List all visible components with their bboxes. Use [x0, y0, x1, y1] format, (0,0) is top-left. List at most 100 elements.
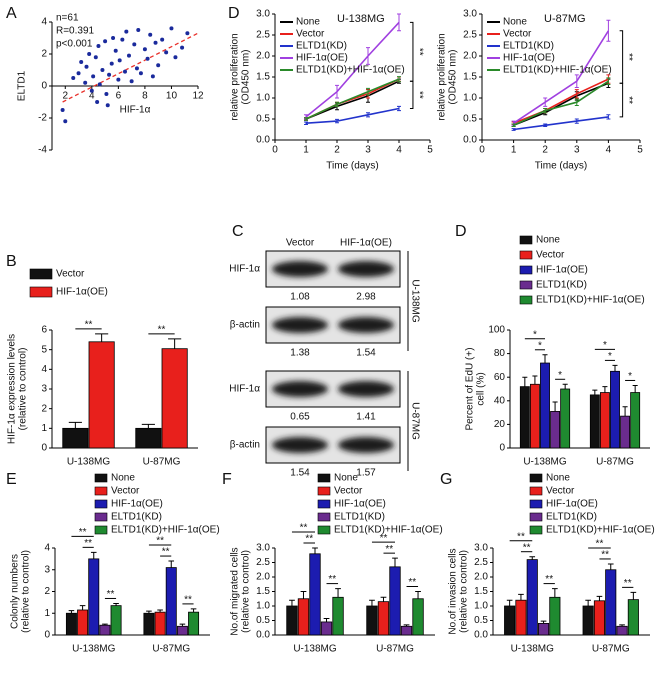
error-bar [366, 112, 370, 118]
bar [143, 612, 155, 636]
error-bar [300, 591, 307, 599]
point [97, 82, 102, 87]
legend-swatch [317, 499, 331, 509]
y-tick-label: 1.0 [256, 93, 270, 104]
error-bar [562, 383, 568, 389]
y-tick-label: 2.0 [256, 51, 270, 62]
blot-band [338, 381, 394, 397]
x-tick-label: U-87MG [592, 644, 630, 655]
error-bar [506, 599, 513, 606]
significance-label: ** [158, 324, 166, 335]
band-value: 1.57 [356, 468, 376, 479]
bar [560, 388, 571, 449]
error-bar [602, 386, 608, 393]
bar [550, 411, 561, 449]
bar [62, 427, 89, 449]
panel-letter: D [455, 223, 467, 240]
error-bar [397, 105, 401, 112]
bar [188, 611, 200, 636]
row-label: HIF-1α [229, 384, 260, 395]
y-tick-label: 2.5 [474, 557, 488, 568]
panel-letter: B [6, 253, 17, 270]
y-tick-label: 2.0 [474, 572, 488, 583]
legend-swatch [519, 265, 533, 275]
y-tick-label: 0.5 [256, 615, 270, 626]
point [103, 39, 108, 44]
error-bar [606, 77, 611, 86]
legend-label: ELTD1(KD) [334, 512, 385, 523]
row-label: HIF-1α [229, 264, 260, 275]
error-bar [543, 108, 548, 114]
legend-label: ELTD1(KD) [296, 41, 347, 52]
x-tick-label: 10 [166, 91, 178, 102]
y-axis-label: (relative to control) [241, 550, 252, 633]
error-bar [168, 338, 182, 349]
band-value: 2.98 [356, 292, 376, 303]
bar [549, 596, 561, 636]
error-bar [335, 118, 339, 124]
error-bar [532, 375, 538, 385]
x-tick-label: U-138MG [67, 457, 111, 468]
y-tick-label: 3.0 [463, 9, 477, 20]
y-tick-label: 0 [499, 443, 505, 454]
x-tick-label: 2 [334, 145, 340, 156]
bar [161, 348, 188, 449]
band-value: 1.38 [290, 348, 310, 359]
significance-label: ** [300, 523, 308, 534]
legend-label: Vector [56, 269, 85, 280]
x-tick-label: 3 [574, 145, 580, 156]
x-tick-label: U-138MG [72, 644, 116, 655]
error-bar [335, 101, 339, 107]
blot-band [272, 381, 328, 397]
y-tick-label: 80 [494, 348, 506, 359]
x-tick-label: 6 [116, 91, 122, 102]
error-bar [585, 599, 591, 606]
bar [589, 394, 600, 449]
legend-label: ELTD1(KD)+HIF-1α(OE) [546, 525, 655, 536]
y-axis-label: No.of invasion cells [448, 548, 459, 634]
error-bar [366, 87, 370, 96]
legend-swatch [529, 512, 543, 522]
y-tick-label: 1 [41, 423, 47, 434]
point [120, 37, 125, 42]
legend-label: HIF-1α(OE) [546, 499, 598, 510]
band-value: 0.65 [290, 412, 310, 423]
panel-letter: F [222, 471, 232, 488]
error-bar [397, 13, 401, 32]
y-tick-label: 3 [41, 384, 47, 395]
error-bar [102, 623, 108, 626]
error-bar [529, 556, 536, 560]
y-tick-label: 1.5 [474, 586, 488, 597]
error-bar [543, 123, 548, 128]
panel-letter: C [232, 223, 244, 240]
y-tick-label: -2 [38, 113, 47, 124]
point [87, 52, 92, 56]
chart-title: U-138MG [337, 13, 385, 25]
x-tick-label: 5 [637, 145, 643, 156]
bar [519, 386, 530, 449]
point [156, 63, 161, 68]
y-tick-label: -4 [38, 145, 47, 156]
bar [110, 605, 122, 636]
trend-line [62, 32, 199, 103]
legend-swatch [94, 486, 108, 496]
y-tick-label: 0.5 [463, 114, 477, 125]
x-tick-label: U-87MG [596, 457, 634, 468]
significance-label: ** [596, 539, 604, 550]
x-tick-label: U-87MG [143, 457, 181, 468]
error-bar [574, 118, 579, 124]
significance-label: ** [85, 320, 93, 331]
error-bar [612, 364, 618, 372]
y-axis-label: cell (%) [476, 372, 487, 405]
x-axis-label: Time (days) [326, 161, 378, 172]
bar [99, 624, 111, 636]
point [180, 45, 185, 50]
legend-label: ELTD1(KD)+HIF-1α(OE) [536, 295, 645, 306]
y-tick-label: 1.5 [256, 586, 270, 597]
point [185, 31, 190, 36]
significance-bracket [619, 82, 624, 118]
y-tick-label: 0 [44, 630, 50, 641]
legend-swatch [529, 499, 543, 509]
significance-label: ** [601, 550, 609, 561]
bar [165, 567, 177, 636]
